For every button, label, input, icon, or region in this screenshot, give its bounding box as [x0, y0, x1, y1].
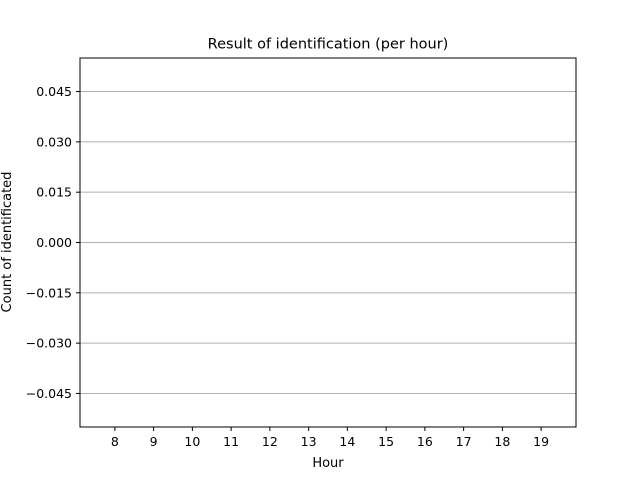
x-tick-label: 9: [150, 434, 158, 449]
y-tick-label: 0.045: [36, 84, 72, 99]
y-tick-label: −0.045: [26, 386, 72, 401]
y-tick-label: 0.000: [36, 235, 72, 250]
x-tick-label: 14: [339, 434, 355, 449]
x-tick-label: 8: [111, 434, 119, 449]
x-axis: 8 9 10 11 12 13 14 15 16 17 18 19: [111, 427, 549, 449]
x-tick-label: 16: [417, 434, 433, 449]
x-tick-label: 15: [378, 434, 394, 449]
x-tick-label: 12: [262, 434, 278, 449]
y-tick-label: 0.030: [36, 134, 72, 149]
y-tick-label: −0.015: [26, 285, 72, 300]
x-tick-label: 13: [301, 434, 317, 449]
x-tick-label: 18: [494, 434, 510, 449]
y-tick-label: 0.015: [36, 185, 72, 200]
chart-title: Result of identification (per hour): [208, 37, 449, 53]
y-tick-label: −0.030: [26, 336, 72, 351]
x-tick-label: 19: [533, 434, 549, 449]
x-tick-label: 17: [456, 434, 472, 449]
y-axis-label: Count of identificated: [0, 172, 15, 313]
x-tick-label: 11: [223, 434, 239, 449]
y-gridlines: [80, 91, 576, 394]
x-tick-label: 10: [184, 434, 200, 449]
x-axis-label: Hour: [312, 456, 344, 471]
y-axis: −0.045 −0.030 −0.015 0.000 0.015 0.030 0.045: [26, 84, 80, 401]
